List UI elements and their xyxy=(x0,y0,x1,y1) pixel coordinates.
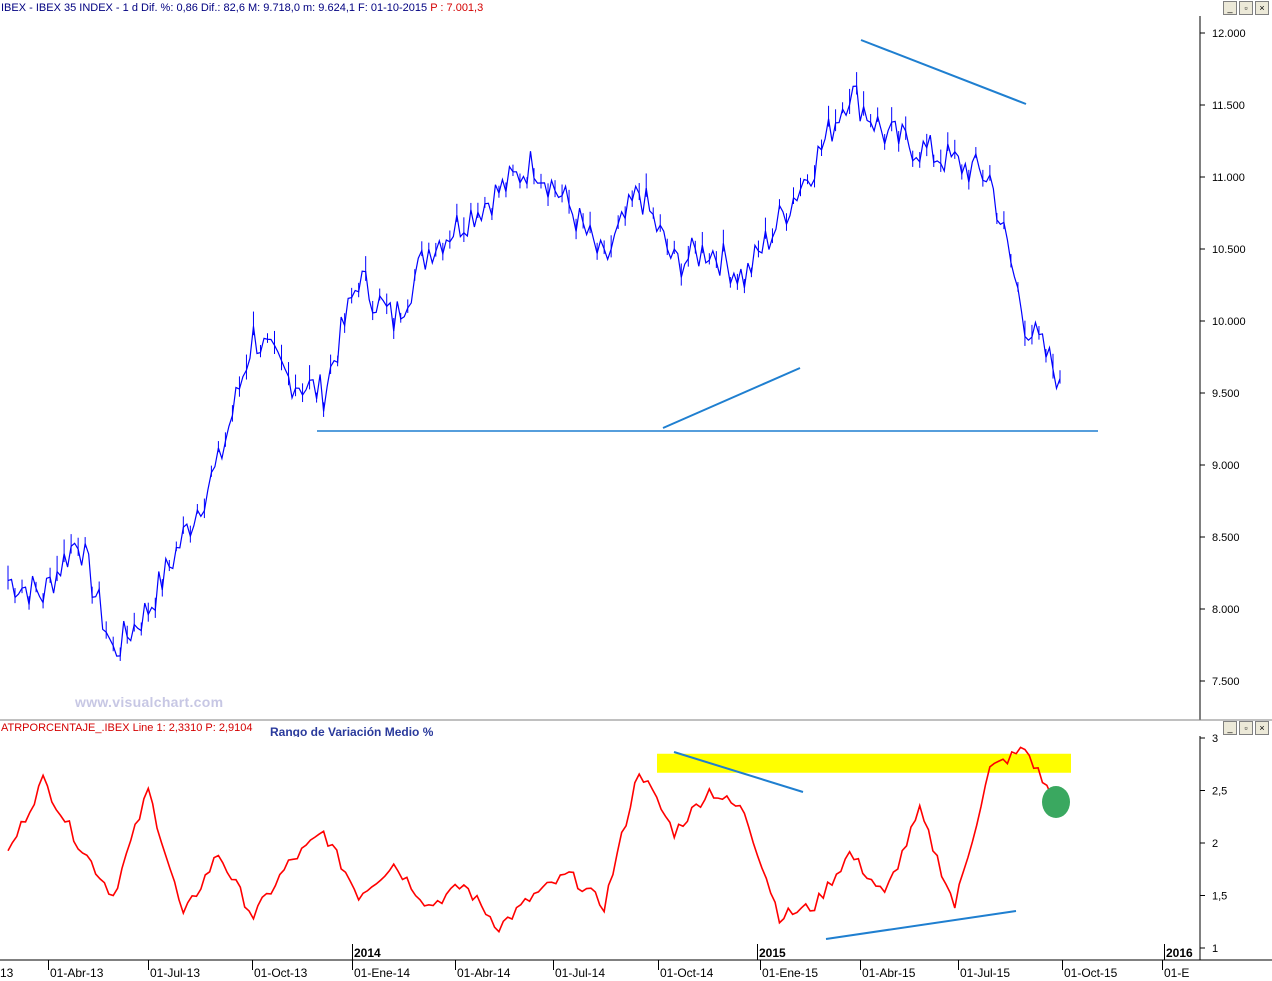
price-y-tick-label: 9.000 xyxy=(1212,460,1240,472)
close-icon[interactable]: × xyxy=(1255,1,1269,15)
x-axis-label: 01-Jul-15 xyxy=(960,966,1011,980)
x-axis-tick xyxy=(1162,960,1163,970)
price-y-tick-label: 12.000 xyxy=(1212,28,1246,40)
x-axis-label: 01-Jul-14 xyxy=(555,966,606,980)
x-axis-tick xyxy=(48,960,49,970)
indicator-last-value: P: 2,9104 xyxy=(205,722,253,734)
x-axis-year-label: 2016 xyxy=(1166,946,1193,960)
x-axis-tick xyxy=(958,960,959,970)
x-axis-label: 01-Abr-13 xyxy=(50,966,104,980)
indicator-end-marker xyxy=(1042,786,1070,818)
x-axis-year-tick xyxy=(757,944,758,960)
price-chart-pane: IBEX - IBEX 35 INDEX - 1 d Dif. %: 0,86 … xyxy=(0,0,1269,710)
indicator-title: ATRPORCENTAJE_.IBEX Line 1: 2,3310 P: 2,… xyxy=(0,720,253,736)
indicator-title-text: ATRPORCENTAJE_.IBEX Line 1: 2,3310 xyxy=(1,722,203,734)
x-axis-year-label: 2015 xyxy=(759,946,786,960)
indicator-y-tick-label: 2,5 xyxy=(1212,786,1227,798)
x-axis-label: 01-E xyxy=(1164,966,1190,980)
x-axis-tick xyxy=(352,960,353,970)
restore-icon[interactable]: ▫ xyxy=(1239,721,1253,735)
x-axis-label: 01-Oct-15 xyxy=(1064,966,1118,980)
x-axis-year-tick xyxy=(1164,944,1165,960)
price-y-tick-label: 8.500 xyxy=(1212,532,1240,544)
x-axis-label: 01-Abr-14 xyxy=(457,966,511,980)
price-y-tick-label: 11.500 xyxy=(1212,100,1245,112)
price-y-tick-label: 8.000 xyxy=(1212,604,1240,616)
price-pane-window-controls: _ ▫ × xyxy=(1223,1,1269,15)
price-y-tick-label: 11.000 xyxy=(1212,172,1245,184)
price-falling-trendline xyxy=(860,39,1027,105)
x-axis-year-label: 2014 xyxy=(354,946,381,960)
price-chart-title: IBEX - IBEX 35 INDEX - 1 d Dif. %: 0,86 … xyxy=(0,0,483,16)
indicator-highlight-band xyxy=(657,753,1071,773)
indicator-y-tick-label: 1,5 xyxy=(1212,891,1227,903)
x-axis-tick xyxy=(1062,960,1063,970)
x-axis-label: 01-Oct-14 xyxy=(660,966,714,980)
x-axis-label: 01-Abr-15 xyxy=(862,966,916,980)
indicator-pane-window-controls: _ ▫ × xyxy=(1223,721,1269,735)
x-axis-tick xyxy=(455,960,456,970)
price-y-tick-label: 10.500 xyxy=(1212,244,1246,256)
x-axis-tick xyxy=(760,960,761,970)
x-axis-label: 01-Ene-14 xyxy=(354,966,411,980)
x-axis-label: 13 xyxy=(0,966,14,980)
minimize-icon[interactable]: _ xyxy=(1223,1,1237,15)
watermark: www.visualchart.com xyxy=(75,694,224,710)
price-rising-trendline xyxy=(662,367,801,429)
x-axis-tick xyxy=(553,960,554,970)
x-axis-year-tick xyxy=(352,944,353,960)
indicator-y-tick-label: 1 xyxy=(1212,943,1218,955)
x-axis-label: 01-Jul-13 xyxy=(150,966,201,980)
minimize-icon[interactable]: _ xyxy=(1223,721,1237,735)
x-axis-label: 01-Oct-13 xyxy=(254,966,308,980)
x-axis-tick xyxy=(252,960,253,970)
indicator-y-tick-label: 3 xyxy=(1212,733,1218,745)
x-axis: 13 01-Abr-13 01-Jul-13 01-Oct-13 01-Ene-14 01… xyxy=(0,944,1272,981)
price-y-tick-label: 7.500 xyxy=(1212,676,1240,688)
indicator-series-line xyxy=(7,746,1061,934)
x-axis-tick xyxy=(860,960,861,970)
indicator-y-tick-label: 2 xyxy=(1212,838,1218,850)
price-y-tick-label: 10.000 xyxy=(1212,316,1246,328)
indicator-rising-trendline xyxy=(825,910,1017,940)
indicator-falling-trendline xyxy=(673,751,804,793)
price-y-tick-label: 9.500 xyxy=(1212,388,1240,400)
price-chart-title-text: IBEX - IBEX 35 INDEX - 1 d Dif. %: 0,86 … xyxy=(1,2,428,14)
x-axis-tick xyxy=(658,960,659,970)
close-icon[interactable]: × xyxy=(1255,721,1269,735)
x-axis-tick xyxy=(148,960,149,970)
price-chart-last-price: P : 7.001,3 xyxy=(430,2,484,14)
restore-icon[interactable]: ▫ xyxy=(1239,1,1253,15)
indicator-subtitle: Rango de Variación Medio % xyxy=(270,725,434,737)
x-axis-label: 01-Ene-15 xyxy=(762,966,819,980)
